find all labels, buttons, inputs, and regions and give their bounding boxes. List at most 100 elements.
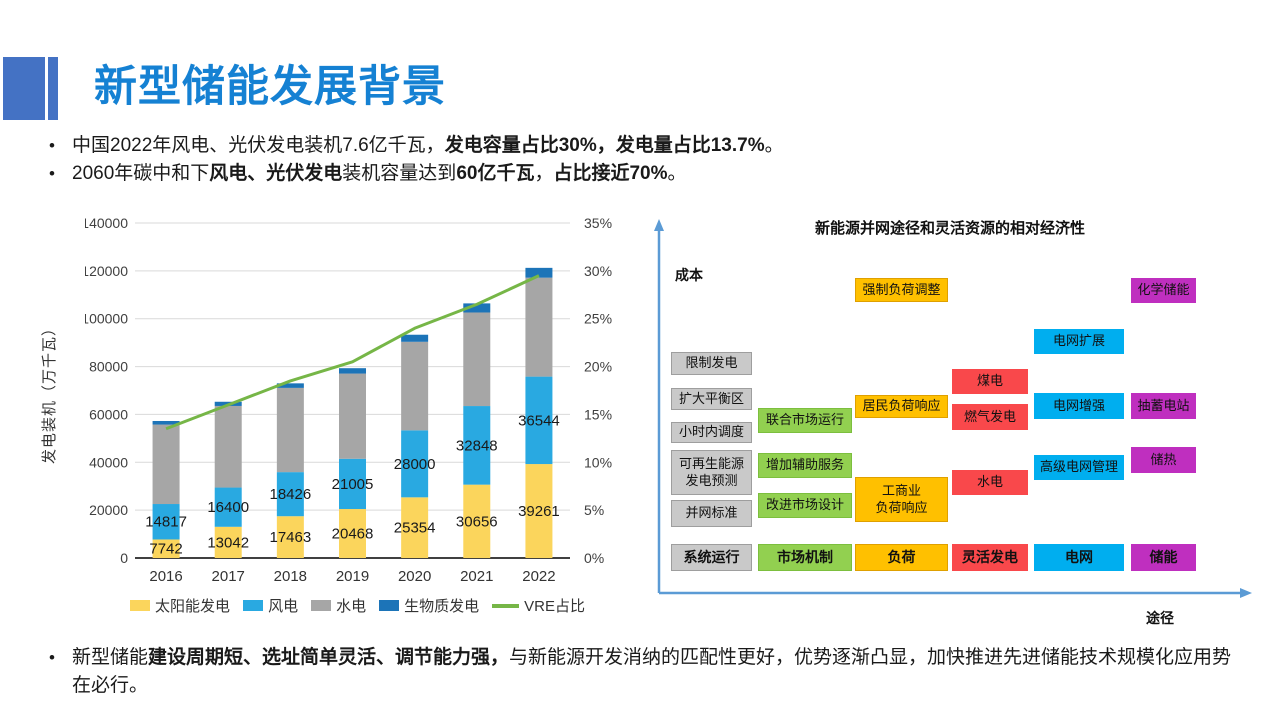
legend-swatch-icon xyxy=(243,600,264,611)
bar-segment xyxy=(214,487,242,527)
bar-segment xyxy=(463,406,491,485)
y-right-tick-label: 0% xyxy=(584,550,604,566)
legend-item: 水电 xyxy=(311,595,366,616)
bar-data-label: 14817 xyxy=(145,514,187,531)
diagram-box: 改进市场设计 xyxy=(758,493,852,518)
bar-segment xyxy=(525,376,553,465)
y-left-tick-label: 100000 xyxy=(85,311,128,327)
x-tick-label: 2016 xyxy=(149,568,182,585)
bar-segment xyxy=(401,341,429,431)
page-title: 新型储能发展背景 xyxy=(94,63,446,111)
bar-segment xyxy=(339,373,366,459)
y-left-tick-label: 140000 xyxy=(85,215,128,231)
x-tick-label: 2022 xyxy=(522,568,555,585)
bullet-text: 新型储能建设周期短、选址简单灵活、调节能力强，与新能源开发消纳的匹配性更好，优势… xyxy=(72,647,1232,696)
legend-swatch-icon xyxy=(379,600,400,611)
bullet-list-top: • 中国2022年风电、光伏发电装机7.6亿千瓦，发电容量占比30%，发电量占比1… xyxy=(45,132,1235,188)
diagram-path-axis-label: 途径 xyxy=(1146,610,1174,626)
bar-segment xyxy=(525,464,553,558)
chart-y-axis-title: 发电装机（万千瓦） xyxy=(41,320,58,465)
diagram-box: 水电 xyxy=(952,470,1028,495)
y-left-tick-label: 80000 xyxy=(89,359,128,375)
diagram-column-header: 储能 xyxy=(1131,544,1196,571)
y-left-tick-label: 20000 xyxy=(89,502,128,518)
legend-label: 风电 xyxy=(268,598,299,615)
legend-label: 水电 xyxy=(336,598,367,615)
bar-data-label: 25354 xyxy=(394,520,436,537)
diagram-column-header: 电网 xyxy=(1034,544,1124,571)
bar-data-label: 13042 xyxy=(207,534,249,551)
y-right-tick-label: 20% xyxy=(584,359,612,375)
diagram-cost-axis-label: 成本 xyxy=(675,267,703,283)
y-left-tick-label: 0 xyxy=(120,550,128,566)
diagram-box: 并网标准 xyxy=(671,500,752,527)
legend-label: 生物质发电 xyxy=(404,598,480,615)
x-tick-label: 2021 xyxy=(460,568,493,585)
chart-legend: 太阳能发电 风电 水电 生物质发电 VRE占比 xyxy=(85,595,630,616)
diagram-box: 电网扩展 xyxy=(1034,329,1124,354)
title-accent-bar xyxy=(48,57,58,120)
diagram-box: 小时内调度 xyxy=(671,422,752,443)
bar-data-label: 16400 xyxy=(207,499,249,516)
bar-data-label: 17463 xyxy=(269,529,311,546)
y-right-tick-label: 35% xyxy=(584,215,612,231)
bar-segment xyxy=(152,424,180,505)
legend-item: 生物质发电 xyxy=(379,595,479,616)
x-tick-label: 2017 xyxy=(212,568,245,585)
diagram-axes xyxy=(654,219,1252,598)
capacity-chart: 发电装机（万千瓦） 0 0% 20000 5% 40000 10% 60000 15% 8000… xyxy=(41,205,645,625)
diagram-column-header: 负荷 xyxy=(855,544,948,571)
bar-segment xyxy=(401,430,429,498)
diagram-box: 高级电网管理 xyxy=(1034,455,1124,480)
y-left-tick-label: 120000 xyxy=(85,263,128,279)
bar-segment xyxy=(152,539,180,558)
bar-segment xyxy=(214,405,242,488)
bar-segment xyxy=(339,509,366,558)
bullet-item: • 2060年碳中和下风电、光伏发电装机容量达到60亿千瓦，占比接近70%。 xyxy=(45,160,1235,188)
legend-swatch-icon xyxy=(492,603,520,608)
bar-segment xyxy=(276,516,304,558)
bar-segment xyxy=(525,267,553,278)
bullet-text: 中国2022年风电、光伏发电装机7.6亿千瓦，发电容量占比30%，发电量占比13… xyxy=(72,135,784,156)
diagram-box: 煤电 xyxy=(952,369,1028,394)
x-tick-label: 2018 xyxy=(274,568,307,585)
diagram-box: 储热 xyxy=(1131,447,1196,473)
path-axis-arrowhead-icon xyxy=(1240,588,1252,598)
diagram-box: 燃气发电 xyxy=(952,404,1028,430)
legend-swatch-icon xyxy=(130,600,151,611)
legend-item: VRE占比 xyxy=(492,595,585,616)
bar-data-label: 20468 xyxy=(332,526,374,543)
bullet-marker: • xyxy=(49,136,55,155)
x-tick-label: 2019 xyxy=(336,568,369,585)
y-right-tick-label: 15% xyxy=(584,406,612,422)
bar-data-label: 36544 xyxy=(518,412,560,429)
diagram-box: 可再生能源 发电预测 xyxy=(671,450,752,495)
bullet-marker: • xyxy=(49,648,55,667)
bullet-text: 2060年碳中和下风电、光伏发电装机容量达到60亿千瓦，占比接近70%。 xyxy=(72,163,687,184)
bar-segment xyxy=(525,277,553,377)
bullet-item: • 新型储能建设周期短、选址简单灵活、调节能力强，与新能源开发消纳的匹配性更好，优… xyxy=(45,644,1235,700)
stacked-bar-chart: 0 0% 20000 5% 40000 10% 60000 15% 80000 20% 100000… xyxy=(85,215,612,585)
legend-item: 风电 xyxy=(243,595,298,616)
diagram-column-header: 系统运行 xyxy=(671,544,752,571)
y-right-tick-label: 10% xyxy=(584,454,612,470)
title-accent-square xyxy=(3,57,45,120)
legend-item: 太阳能发电 xyxy=(130,595,230,616)
diagram-title: 新能源并网途径和灵活资源的相对经济性 xyxy=(814,220,1085,237)
bar-data-label: 32848 xyxy=(456,437,498,454)
diagram-box: 联合市场运行 xyxy=(758,408,852,433)
bar-data-label: 18426 xyxy=(269,486,311,503)
cost-axis-arrowhead-icon xyxy=(654,219,664,231)
bullet-marker: • xyxy=(49,164,55,183)
diagram-box: 限制发电 xyxy=(671,352,752,375)
x-tick-label: 2020 xyxy=(398,568,431,585)
bullet-list-bottom: • 新型储能建设周期短、选址简单灵活、调节能力强，与新能源开发消纳的匹配性更好，优… xyxy=(45,644,1235,700)
diagram-box: 扩大平衡区 xyxy=(671,388,752,410)
y-left-tick-label: 60000 xyxy=(89,406,128,422)
diagram-column-header: 灵活发电 xyxy=(952,544,1028,571)
bar-data-label: 28000 xyxy=(394,456,436,473)
bar-segment xyxy=(463,484,491,558)
bar-data-label: 7742 xyxy=(149,541,182,558)
vre-share-line xyxy=(165,274,540,431)
